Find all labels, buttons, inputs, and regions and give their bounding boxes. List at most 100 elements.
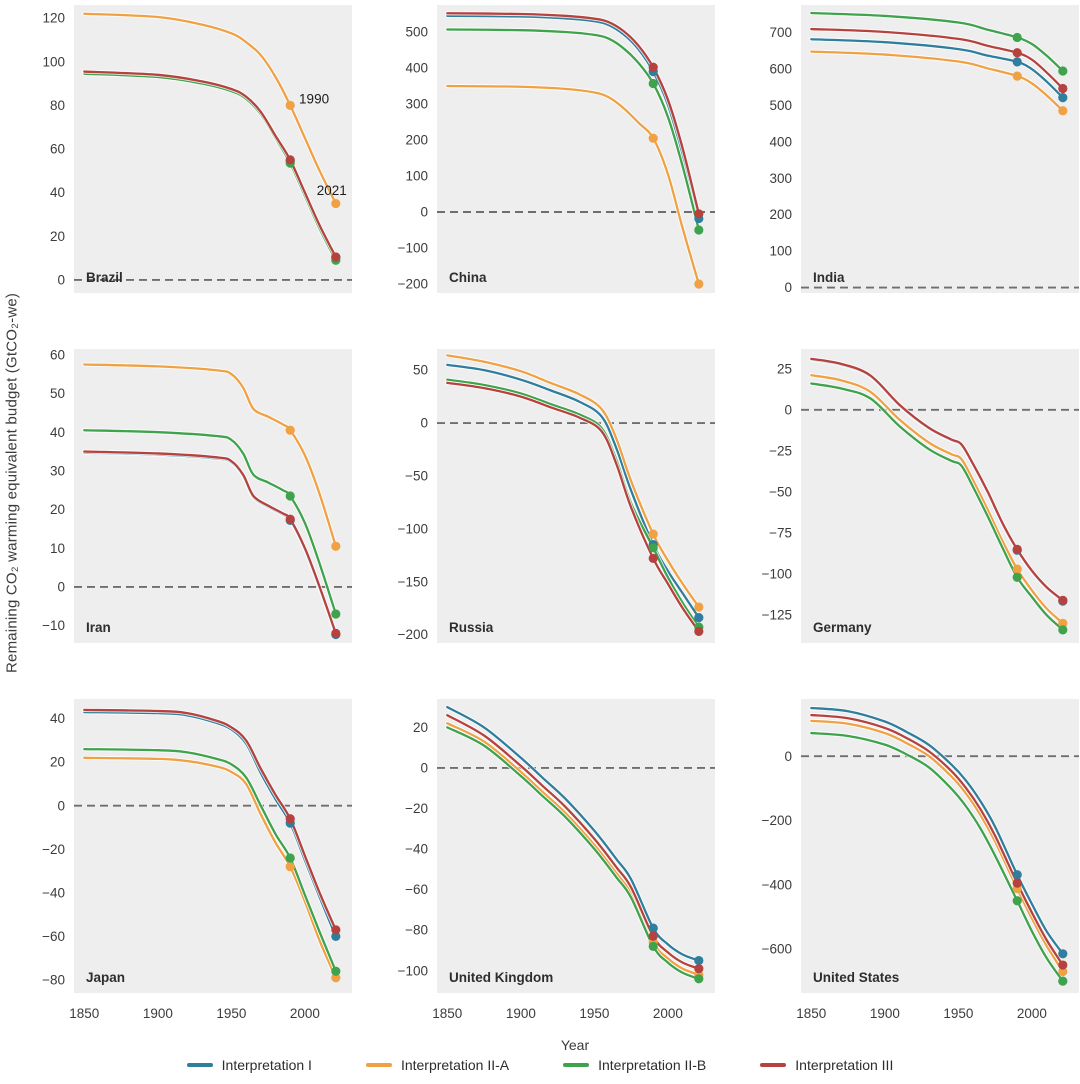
svg-text:30: 30: [50, 463, 65, 478]
svg-text:−100: −100: [398, 521, 428, 536]
chart-canvas-russia: −200 −150 −100 −50 0 50 Russia: [398, 349, 715, 643]
svg-text:Japan: Japan: [86, 970, 125, 985]
chart-canvas-china: −200 −100 0 100 200 300 400 500 China: [398, 5, 715, 293]
svg-text:−200: −200: [762, 813, 792, 828]
svg-text:0: 0: [420, 761, 428, 776]
svg-text:20: 20: [413, 720, 428, 735]
legend-item-interpretation-iii: Interpretation III: [760, 1057, 893, 1073]
svg-text:0: 0: [420, 205, 428, 220]
svg-text:600: 600: [769, 61, 792, 76]
svg-text:−100: −100: [398, 241, 428, 256]
subplot-japan: −80 −60 −40 −20 0 20 40 Japan 1850 1900 1950 2000: [16, 691, 354, 1035]
chart-canvas-india: 0 100 200 300 400 500 600 700 India: [769, 5, 1079, 295]
svg-text:−25: −25: [769, 443, 792, 458]
svg-text:80: 80: [50, 98, 65, 113]
svg-text:1850: 1850: [432, 1006, 462, 1021]
svg-text:2021: 2021: [317, 183, 347, 198]
svg-text:1950: 1950: [216, 1006, 246, 1021]
legend-swatch-interpretation-iii: [760, 1063, 787, 1067]
svg-text:40: 40: [50, 711, 65, 726]
svg-text:25: 25: [777, 361, 792, 376]
svg-text:−40: −40: [405, 842, 428, 857]
svg-text:200: 200: [405, 133, 428, 148]
svg-text:−400: −400: [762, 877, 792, 892]
svg-text:−20: −20: [405, 801, 428, 816]
legend-swatch-interpretation-ii-a: [365, 1063, 392, 1067]
svg-text:Russia: Russia: [449, 620, 494, 635]
svg-text:−200: −200: [398, 627, 428, 642]
svg-text:2000: 2000: [653, 1006, 683, 1021]
svg-text:50: 50: [50, 386, 65, 401]
chart-canvas-germany: −125 −100 −75 −50 −25 0 25 Germany: [762, 349, 1079, 643]
svg-text:1850: 1850: [796, 1006, 826, 1021]
svg-text:40: 40: [50, 185, 65, 200]
svg-text:United Kingdom: United Kingdom: [449, 970, 553, 985]
svg-text:120: 120: [42, 11, 65, 26]
svg-text:India: India: [813, 270, 845, 285]
svg-text:20: 20: [50, 755, 65, 770]
subplot-iran: −10 0 10 20 30 40 50 60 Iran: [16, 341, 354, 651]
svg-text:United States: United States: [813, 970, 899, 985]
svg-text:−10: −10: [42, 618, 65, 633]
svg-text:1950: 1950: [579, 1006, 609, 1021]
svg-text:300: 300: [405, 97, 428, 112]
svg-text:Iran: Iran: [86, 620, 111, 635]
chart-canvas-japan: −80 −60 −40 −20 0 20 40 Japan 1850 1900 1950 2000: [42, 699, 352, 1021]
legend-item-interpretation-i: Interpretation I: [186, 1057, 312, 1073]
svg-text:0: 0: [420, 416, 428, 431]
svg-text:0: 0: [57, 798, 65, 813]
svg-text:−125: −125: [762, 608, 792, 623]
svg-text:−40: −40: [42, 885, 65, 900]
svg-text:200: 200: [769, 207, 792, 222]
subplot-united-states: −600 −400 −200 0 United States 1850 1900 1950 20…: [743, 691, 1080, 1035]
svg-text:100: 100: [769, 244, 792, 259]
legend-item-interpretation-ii-b: Interpretation II-B: [563, 1057, 706, 1073]
svg-text:−60: −60: [42, 929, 65, 944]
svg-text:0: 0: [784, 280, 792, 295]
svg-text:−80: −80: [42, 973, 65, 988]
svg-text:−50: −50: [405, 468, 428, 483]
svg-text:2000: 2000: [290, 1006, 320, 1021]
chart-canvas-brazil: 0 20 40 60 80 100 120 Brazil 1990 2021: [42, 5, 352, 293]
svg-text:1850: 1850: [69, 1006, 99, 1021]
svg-text:400: 400: [405, 61, 428, 76]
svg-text:−200: −200: [398, 277, 428, 292]
svg-text:2000: 2000: [1017, 1006, 1047, 1021]
legend-swatch-interpretation-i: [186, 1063, 213, 1067]
svg-text:Brazil: Brazil: [86, 270, 123, 285]
svg-text:0: 0: [784, 749, 792, 764]
svg-text:10: 10: [50, 541, 65, 556]
subplot-russia: −200 −150 −100 −50 0 50 Russia: [379, 341, 717, 651]
svg-text:60: 60: [50, 142, 65, 157]
legend-item-interpretation-ii-a: Interpretation II-A: [365, 1057, 509, 1073]
svg-text:40: 40: [50, 425, 65, 440]
svg-text:0: 0: [784, 402, 792, 417]
svg-text:−75: −75: [769, 526, 792, 541]
svg-text:−20: −20: [42, 842, 65, 857]
svg-text:−80: −80: [405, 923, 428, 938]
svg-text:20: 20: [50, 229, 65, 244]
svg-text:China: China: [449, 270, 487, 285]
legend-label-interpretation-i: Interpretation I: [221, 1057, 312, 1073]
svg-text:50: 50: [413, 363, 428, 378]
chart-canvas-united-kingdom: −100 −80 −60 −40 −20 0 20 United Kingdom 1850 190…: [398, 699, 715, 1021]
svg-text:1900: 1900: [870, 1006, 900, 1021]
legend: Interpretation I Interpretation II-A Int…: [0, 1057, 1080, 1073]
svg-text:100: 100: [405, 169, 428, 184]
svg-text:60: 60: [50, 347, 65, 362]
svg-text:Germany: Germany: [813, 620, 872, 635]
svg-text:400: 400: [769, 134, 792, 149]
subplot-united-kingdom: −100 −80 −60 −40 −20 0 20 United Kingdom 1850 190…: [379, 691, 717, 1035]
legend-swatch-interpretation-ii-b: [563, 1063, 590, 1067]
svg-text:−600: −600: [762, 942, 792, 957]
subplot-brazil: 0 20 40 60 80 100 120 Brazil 1990 2021: [16, 0, 354, 301]
svg-text:1990: 1990: [299, 91, 329, 106]
subplot-germany: −125 −100 −75 −50 −25 0 25 Germany: [743, 341, 1080, 651]
svg-text:500: 500: [769, 98, 792, 113]
legend-label-interpretation-ii-b: Interpretation II-B: [598, 1057, 707, 1073]
svg-text:700: 700: [769, 25, 792, 40]
x-axis-label: Year: [560, 1037, 590, 1053]
svg-text:−50: −50: [769, 484, 792, 499]
svg-text:1950: 1950: [943, 1006, 973, 1021]
